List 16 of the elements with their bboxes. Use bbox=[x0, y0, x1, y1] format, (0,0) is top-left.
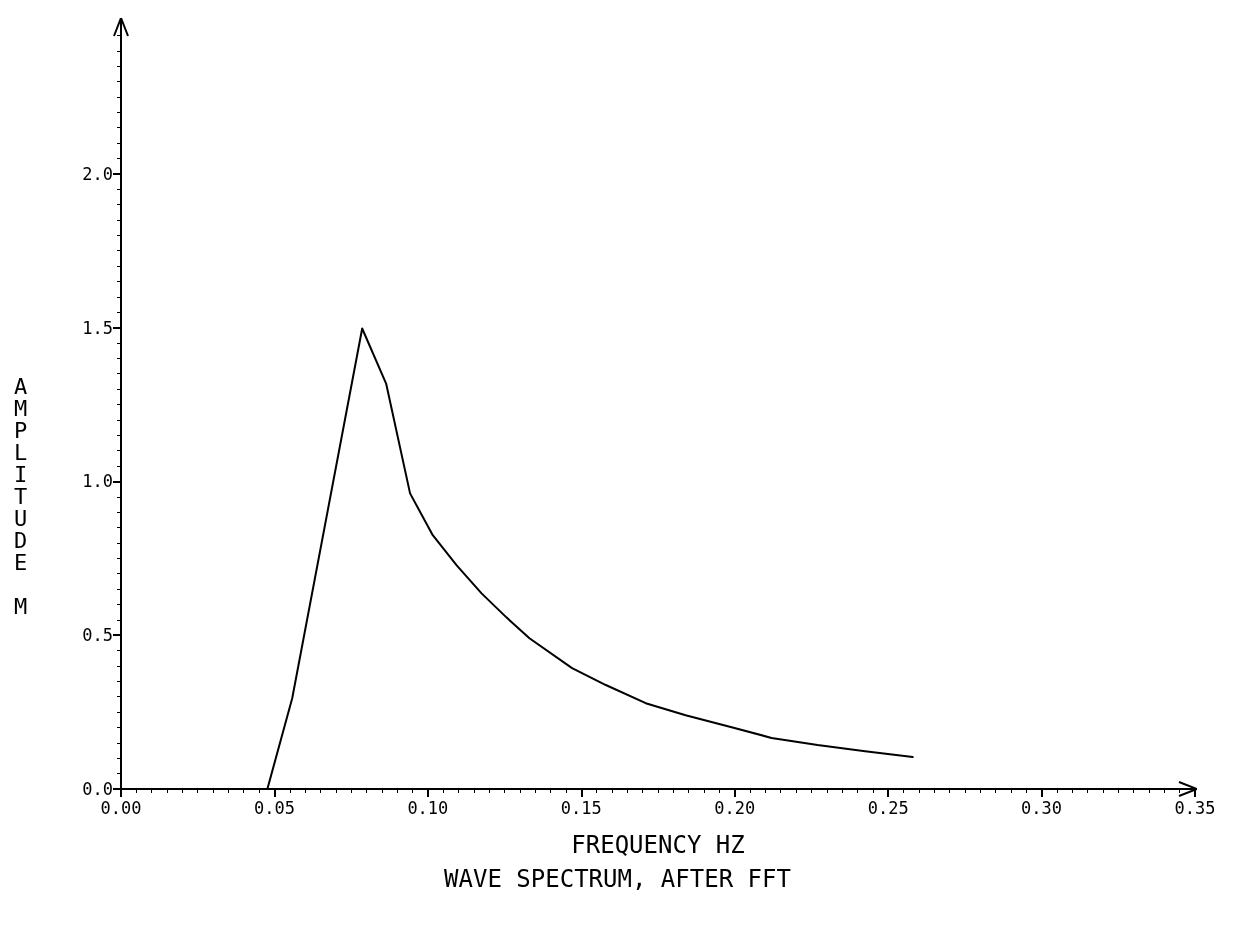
x-tick-label: 0.05 bbox=[253, 797, 295, 818]
x-tick-label: 0.15 bbox=[560, 797, 602, 818]
x-tick-label: 0.20 bbox=[714, 797, 756, 818]
x-tick-label: 0.35 bbox=[1174, 797, 1216, 818]
y-tick-label: 2.0 bbox=[82, 163, 113, 184]
x-axis-title: FREQUENCY HZ bbox=[571, 831, 745, 859]
x-tick-label: 0.10 bbox=[407, 797, 449, 818]
y-tick-label: 1.0 bbox=[82, 471, 113, 492]
y-tick-label: 0.5 bbox=[82, 625, 113, 646]
text: AMPLITUDE M bbox=[14, 373, 28, 619]
x-tick-label: 0.30 bbox=[1021, 797, 1063, 818]
x-tick-label: 0.25 bbox=[867, 797, 909, 818]
x-tick-label: 0.00 bbox=[100, 797, 142, 818]
y-tick-label: 1.5 bbox=[82, 317, 113, 338]
text: WAVE SPECTRUM, AFTER FFT bbox=[444, 865, 791, 893]
y-tick-label: 0.0 bbox=[82, 779, 113, 799]
